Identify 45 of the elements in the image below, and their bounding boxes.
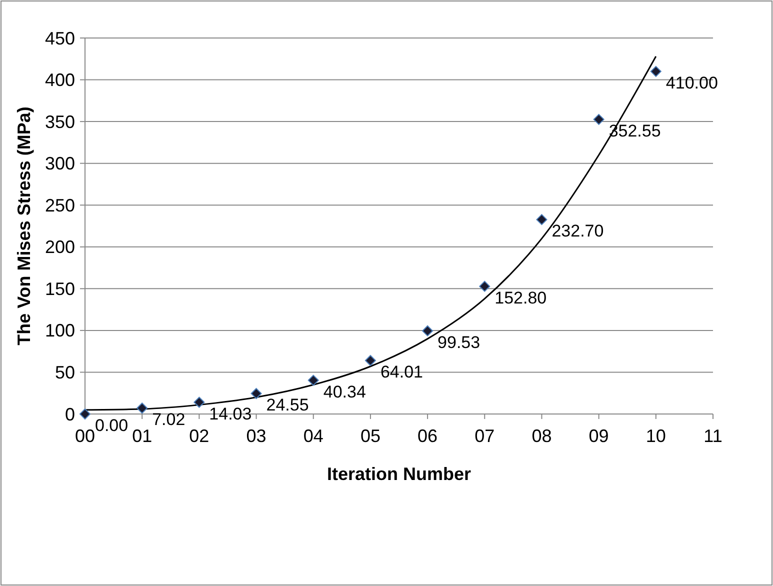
y-axis-title: The Von Mises Stress (MPa)	[14, 106, 34, 346]
point	[422, 325, 434, 336]
x-axis-title: Iteration Number	[326, 464, 472, 484]
y-tick-label: 350	[44, 112, 75, 132]
point	[250, 388, 262, 399]
data-label: 0.00	[95, 416, 128, 435]
data-label: 232.70	[552, 222, 604, 241]
y-tick-label: 200	[44, 237, 75, 258]
x-tick-label: 05	[360, 426, 380, 446]
x-tick-label: 00	[74, 426, 96, 446]
point	[136, 402, 148, 414]
x-tick-label: 06	[418, 426, 438, 446]
data-label: 99.53	[438, 332, 480, 352]
point	[536, 214, 548, 226]
data-label: 14.03	[209, 404, 252, 424]
y-tick-label: 50	[54, 362, 75, 383]
point	[364, 355, 376, 366]
x-tick-label: 08	[532, 426, 552, 446]
y-tick-label: 300	[44, 154, 75, 174]
y-tick-label: 100	[44, 320, 75, 341]
x-tick-label: 10	[646, 426, 666, 446]
x-tick-label: 07	[474, 426, 495, 446]
point	[308, 374, 319, 386]
x-tick-label: 11	[704, 426, 722, 446]
y-tick-label: 450	[44, 28, 75, 48]
point	[194, 396, 205, 408]
point	[80, 408, 90, 420]
data-label: 410.00	[666, 73, 718, 92]
data-label: 7.02	[152, 410, 186, 430]
x-tick-label: 02	[189, 426, 210, 446]
point	[593, 114, 604, 125]
x-tick-label: 01	[132, 426, 152, 446]
data-label: 40.34	[323, 382, 366, 402]
y-tick-label: 0	[64, 404, 75, 424]
point	[650, 66, 662, 77]
data-label: 24.55	[266, 395, 309, 414]
y-tick-label: 400	[44, 70, 75, 90]
data-label: 64.01	[380, 362, 423, 382]
x-tick-label: 04	[303, 426, 324, 446]
y-tick-label: 150	[44, 278, 75, 299]
x-tick-label: 09	[588, 426, 609, 446]
point	[479, 280, 490, 292]
x-tick-label: 03	[246, 426, 266, 446]
data-label: 152.80	[494, 288, 547, 308]
y-tick-label: 250	[44, 195, 75, 216]
